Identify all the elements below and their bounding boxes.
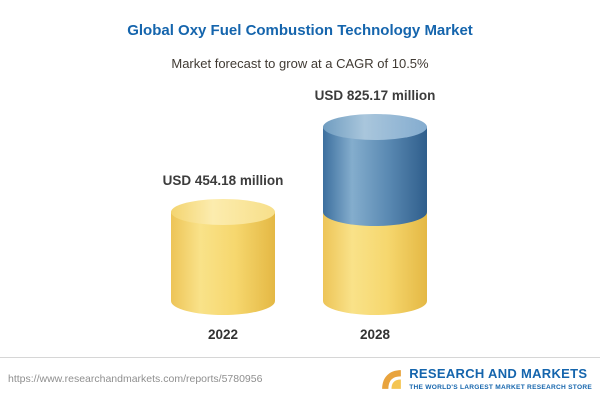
bar-2028-segment-bottom bbox=[323, 211, 427, 315]
category-label-2028: 2028 bbox=[359, 327, 391, 342]
report-url-link[interactable]: https://www.researchandmarkets.com/repor… bbox=[8, 373, 263, 385]
bar-group-2028: USD 825.17 million 2028 bbox=[315, 88, 436, 342]
footer-divider bbox=[0, 357, 600, 358]
bar-2022 bbox=[171, 198, 275, 315]
value-label-2022: USD 454.18 million bbox=[162, 172, 284, 188]
bar-2022-top-cap bbox=[171, 198, 275, 225]
logo-title: RESEARCH AND MARKETS bbox=[409, 366, 588, 382]
bar-2028-top-cap bbox=[323, 114, 427, 141]
researchandmarkets-logo[interactable]: RESEARCH AND MARKETS THE WORLD'S LARGEST… bbox=[379, 367, 592, 392]
chart-title: Global Oxy Fuel Combustion Technology Ma… bbox=[127, 22, 473, 39]
bar-2028 bbox=[323, 114, 427, 315]
chart-subtitle: Market forecast to grow at a CAGR of 10.… bbox=[171, 56, 429, 71]
bar-2022-segment bbox=[171, 198, 275, 315]
logo-tagline: THE WORLD'S LARGEST MARKET RESEARCH STOR… bbox=[409, 383, 592, 391]
category-label-2022: 2022 bbox=[207, 327, 239, 342]
logo-text: RESEARCH AND MARKETS THE WORLD'S LARGEST… bbox=[409, 366, 592, 391]
logo-mark-icon bbox=[379, 367, 404, 392]
bar-group-2022: USD 454.18 million 2022 bbox=[163, 173, 284, 342]
footer: https://www.researchandmarkets.com/repor… bbox=[0, 358, 600, 400]
bar-2028-segment-top bbox=[323, 114, 427, 226]
value-label-2028: USD 825.17 million bbox=[314, 88, 436, 104]
